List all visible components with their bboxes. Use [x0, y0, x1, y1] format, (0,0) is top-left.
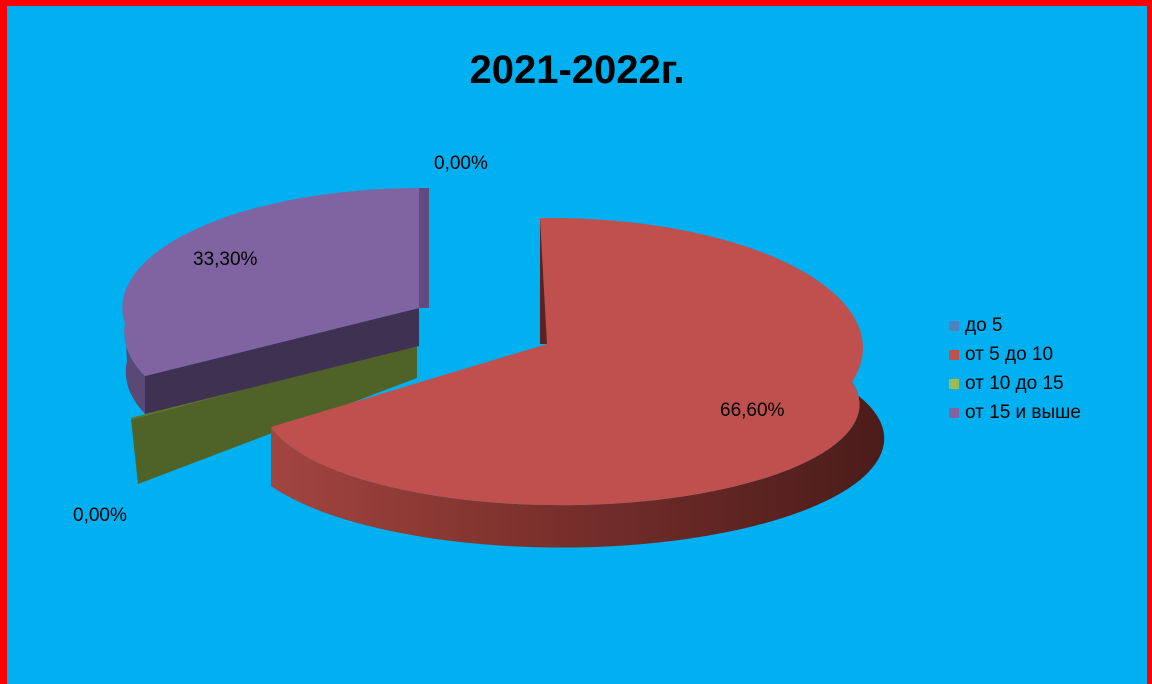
- pie-chart: [7, 6, 1147, 684]
- data-label-slice-3: 0,00%: [73, 505, 127, 526]
- legend-swatch: [949, 407, 959, 418]
- legend-item: от 15 и выше: [949, 398, 1081, 427]
- legend-item: до 5: [949, 311, 1081, 340]
- data-label-slice-1: 0,00%: [434, 153, 488, 174]
- legend-item: от 10 до 15: [949, 369, 1081, 398]
- legend-swatch: [949, 378, 959, 389]
- legend-swatch: [949, 320, 959, 331]
- legend-label: от 5 до 10: [965, 343, 1054, 365]
- legend-label: до 5: [965, 314, 1003, 336]
- legend-item: от 5 до 10: [949, 340, 1081, 369]
- legend-label: от 15 и выше: [965, 401, 1081, 423]
- legend-swatch: [949, 349, 959, 360]
- pie-slice-4: [122, 188, 429, 414]
- legend-label: от 10 до 15: [965, 372, 1064, 394]
- chart-title: 2021-2022г.: [469, 48, 685, 92]
- pie-slice-2: [271, 217, 885, 548]
- chart-legend: до 5 от 5 до 10 от 10 до 15 от 15 и выше: [949, 311, 1081, 427]
- data-label-slice-2: 66,60%: [720, 400, 785, 421]
- data-label-slice-4: 33,30%: [193, 249, 258, 270]
